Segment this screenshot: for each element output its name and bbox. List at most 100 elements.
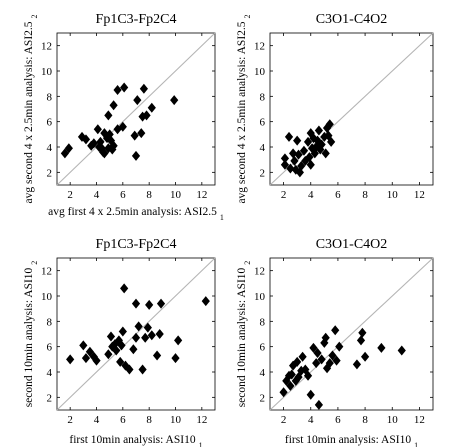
x-tick-label: 2 [67, 189, 73, 201]
data-point [291, 164, 300, 175]
x-axis-label: first 10min analysis: ASI10 1 [285, 434, 418, 447]
y-tick-label: 10 [41, 291, 53, 303]
data-point [303, 370, 313, 381]
y-axis-label: second 10min analysis: ASI10 2 [236, 261, 252, 408]
y-tick-label: 2 [260, 392, 266, 404]
x-tick-label: 8 [146, 189, 152, 201]
data-point [306, 159, 315, 170]
identity-line [269, 257, 434, 411]
y-tick-label: 12 [254, 41, 265, 53]
x-tick-label: 12 [196, 189, 207, 201]
data-point [321, 148, 330, 159]
data-point [106, 331, 116, 342]
data-point [170, 95, 179, 106]
x-tick-label: 2 [281, 414, 287, 426]
data-point [81, 353, 91, 364]
data-point [66, 354, 75, 365]
x-tick-label: 2 [281, 189, 287, 201]
data-point [298, 351, 307, 362]
y-tick-label: 6 [260, 342, 266, 354]
data-point [155, 329, 164, 339]
data-point [131, 298, 141, 309]
panel-title: Fp1C3-Fp2C4 [96, 12, 177, 27]
data-point [352, 359, 362, 370]
y-tick-label: 6 [47, 117, 53, 129]
x-axis-label-text: avg first 4 x 2.5min analysis: ASI2.5 [48, 206, 217, 218]
data-point [280, 159, 290, 170]
data-point [294, 372, 303, 383]
data-point [314, 399, 323, 410]
data-point [282, 375, 291, 386]
data-point [130, 130, 139, 141]
data-point [120, 82, 129, 93]
data-point [125, 364, 134, 375]
data-point [137, 128, 146, 139]
y-axis-label-text: avg second 4 x 2.5min analysis: ASI2.5 [236, 21, 248, 203]
y-tick-label: 4 [47, 367, 53, 379]
data-point [295, 167, 304, 178]
y-axis-label: avg second 4 x 2.5min analysis: ASI2.5 2 [236, 14, 252, 203]
x-tick-label: 10 [170, 414, 182, 426]
data-point [133, 95, 142, 106]
data-point [284, 131, 294, 142]
y-axis-label: second 10min analysis: ASI10 2 [23, 261, 39, 408]
data-point [377, 342, 386, 353]
data-point [327, 136, 336, 147]
data-point [322, 363, 332, 374]
data-point [174, 335, 183, 346]
data-point [325, 119, 334, 130]
y-tick-label: 10 [41, 66, 53, 78]
y-axis-label-subscript: 2 [30, 261, 39, 265]
data-point [142, 110, 151, 121]
data-point [287, 369, 296, 380]
y-axis-label: avg second 4 x 2.5min analysis: ASI2.5 2 [23, 14, 39, 203]
y-tick-label: 2 [47, 167, 53, 179]
x-axis-label-subscript: 1 [199, 441, 203, 447]
y-tick-label: 6 [260, 117, 266, 129]
data-point [288, 148, 298, 159]
data-point [313, 135, 322, 146]
panel-title: Fp1C3-Fp2C4 [96, 237, 177, 252]
data-point [112, 345, 121, 356]
data-point [294, 149, 303, 160]
data-point [79, 340, 88, 351]
x-axis-label-text: first 10min analysis: ASI10 [285, 434, 411, 446]
data-point [134, 321, 143, 332]
y-axis-label-text: avg second 4 x 2.5min analysis: ASI2.5 [23, 21, 35, 203]
x-tick-label: 10 [387, 414, 399, 426]
x-tick-label: 4 [308, 414, 314, 426]
x-tick-label: 12 [414, 189, 425, 201]
data-point [314, 125, 323, 136]
data-point [397, 345, 406, 356]
data-point [129, 344, 138, 355]
data-point [321, 332, 330, 343]
y-tick-label: 8 [260, 91, 266, 103]
x-tick-label: 8 [362, 189, 368, 201]
data-point [64, 143, 73, 154]
x-axis-label-subscript: 1 [414, 441, 418, 447]
x-tick-label: 12 [414, 414, 425, 426]
x-tick-label: 6 [335, 414, 341, 426]
data-point [305, 152, 314, 163]
data-point [113, 124, 122, 135]
data-point [117, 340, 126, 351]
data-point [316, 144, 325, 155]
data-point [89, 138, 98, 149]
data-point [81, 134, 91, 145]
panel-title: C3O1-C4O2 [316, 12, 388, 27]
x-tick-label: 6 [120, 189, 126, 201]
data-point [201, 296, 210, 307]
data-point [120, 283, 129, 294]
data-point [93, 124, 102, 135]
data-point [118, 121, 127, 132]
data-point [297, 161, 306, 171]
data-point [335, 341, 344, 352]
y-tick-label: 8 [47, 91, 53, 103]
data-point [104, 110, 113, 121]
y-axis-label-subscript: 2 [243, 14, 252, 18]
data-point [147, 330, 156, 341]
x-tick-label: 6 [120, 414, 126, 426]
